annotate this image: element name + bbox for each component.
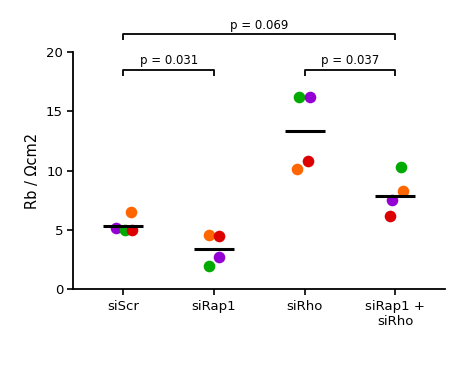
Point (216, 233, 223, 239)
Point (397, 164, 404, 170)
Point (205, 263, 212, 269)
Text: p = 0.037: p = 0.037 (321, 55, 379, 68)
Point (129, 227, 136, 233)
Point (127, 209, 134, 215)
Point (388, 197, 395, 203)
Point (205, 232, 212, 238)
Y-axis label: Rb / Ωcm2: Rb / Ωcm2 (25, 132, 40, 209)
Point (386, 213, 393, 219)
Point (307, 94, 314, 100)
Point (122, 227, 129, 233)
Point (216, 255, 223, 260)
Point (112, 225, 120, 231)
Point (296, 94, 303, 100)
Text: p = 0.031: p = 0.031 (140, 55, 198, 68)
Point (294, 167, 301, 173)
Text: p = 0.069: p = 0.069 (230, 19, 289, 32)
Point (399, 188, 406, 194)
Point (305, 158, 312, 164)
